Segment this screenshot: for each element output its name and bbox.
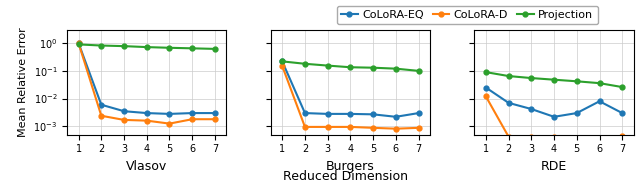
- Legend: CoLoRA-EQ, CoLoRA-D, Projection: CoLoRA-EQ, CoLoRA-D, Projection: [337, 6, 598, 24]
- Line: CoLoRA-EQ: CoLoRA-EQ: [483, 85, 625, 119]
- Line: CoLoRA-EQ: CoLoRA-EQ: [280, 59, 421, 119]
- Line: CoLoRA-D: CoLoRA-D: [280, 64, 421, 131]
- X-axis label: RDE: RDE: [541, 160, 567, 173]
- CoLoRA-D: [482, 95, 490, 97]
- Projection: [505, 75, 513, 77]
- Projection: [301, 63, 308, 65]
- CoLoRA-EQ: [415, 112, 422, 114]
- CoLoRA-EQ: [482, 86, 490, 89]
- Projection: [618, 86, 626, 88]
- Projection: [369, 67, 377, 69]
- CoLoRA-D: [573, 137, 580, 139]
- Projection: [527, 77, 535, 79]
- Line: CoLoRA-D: CoLoRA-D: [76, 41, 218, 126]
- Projection: [120, 45, 128, 47]
- Line: Projection: Projection: [76, 42, 218, 51]
- Projection: [415, 70, 422, 72]
- Projection: [188, 47, 196, 49]
- CoLoRA-EQ: [596, 100, 604, 102]
- CoLoRA-EQ: [75, 42, 83, 44]
- CoLoRA-EQ: [573, 112, 580, 114]
- CoLoRA-D: [120, 119, 128, 121]
- Projection: [573, 80, 580, 82]
- CoLoRA-EQ: [550, 116, 558, 118]
- CoLoRA-EQ: [618, 112, 626, 114]
- Projection: [97, 44, 105, 47]
- Y-axis label: Mean Relative Error: Mean Relative Error: [18, 27, 28, 137]
- CoLoRA-EQ: [505, 102, 513, 104]
- CoLoRA-EQ: [347, 113, 355, 115]
- CoLoRA-D: [347, 126, 355, 128]
- X-axis label: Vlasov: Vlasov: [126, 160, 168, 173]
- CoLoRA-D: [301, 126, 308, 128]
- CoLoRA-D: [143, 119, 150, 122]
- Projection: [143, 46, 150, 48]
- Line: Projection: Projection: [280, 59, 421, 73]
- CoLoRA-EQ: [527, 108, 535, 110]
- Projection: [550, 79, 558, 81]
- Text: Reduced Dimension: Reduced Dimension: [283, 170, 408, 183]
- CoLoRA-EQ: [392, 116, 400, 118]
- CoLoRA-EQ: [143, 112, 150, 114]
- CoLoRA-D: [618, 135, 626, 137]
- CoLoRA-EQ: [278, 60, 286, 62]
- Line: CoLoRA-EQ: CoLoRA-EQ: [76, 41, 218, 116]
- CoLoRA-D: [392, 128, 400, 130]
- Projection: [211, 48, 219, 50]
- CoLoRA-D: [324, 126, 332, 128]
- CoLoRA-EQ: [97, 104, 105, 106]
- CoLoRA-EQ: [324, 113, 332, 115]
- CoLoRA-EQ: [211, 112, 219, 114]
- CoLoRA-EQ: [166, 113, 173, 115]
- X-axis label: Burgers: Burgers: [326, 160, 375, 173]
- Projection: [392, 68, 400, 70]
- CoLoRA-D: [527, 136, 535, 138]
- CoLoRA-EQ: [120, 110, 128, 112]
- CoLoRA-D: [415, 127, 422, 129]
- Projection: [482, 71, 490, 73]
- Projection: [596, 82, 604, 84]
- Projection: [324, 65, 332, 67]
- CoLoRA-D: [166, 122, 173, 125]
- CoLoRA-D: [278, 65, 286, 67]
- CoLoRA-D: [75, 42, 83, 44]
- CoLoRA-EQ: [369, 113, 377, 115]
- Line: CoLoRA-D: CoLoRA-D: [483, 94, 625, 142]
- Projection: [166, 47, 173, 49]
- Line: Projection: Projection: [483, 70, 625, 90]
- CoLoRA-D: [505, 136, 513, 138]
- CoLoRA-D: [188, 118, 196, 120]
- CoLoRA-EQ: [188, 112, 196, 114]
- Projection: [347, 66, 355, 68]
- Projection: [278, 60, 286, 62]
- CoLoRA-D: [369, 127, 377, 129]
- CoLoRA-D: [211, 118, 219, 120]
- CoLoRA-D: [596, 139, 604, 141]
- Projection: [75, 43, 83, 46]
- CoLoRA-D: [97, 115, 105, 117]
- CoLoRA-EQ: [301, 112, 308, 114]
- CoLoRA-D: [550, 136, 558, 138]
